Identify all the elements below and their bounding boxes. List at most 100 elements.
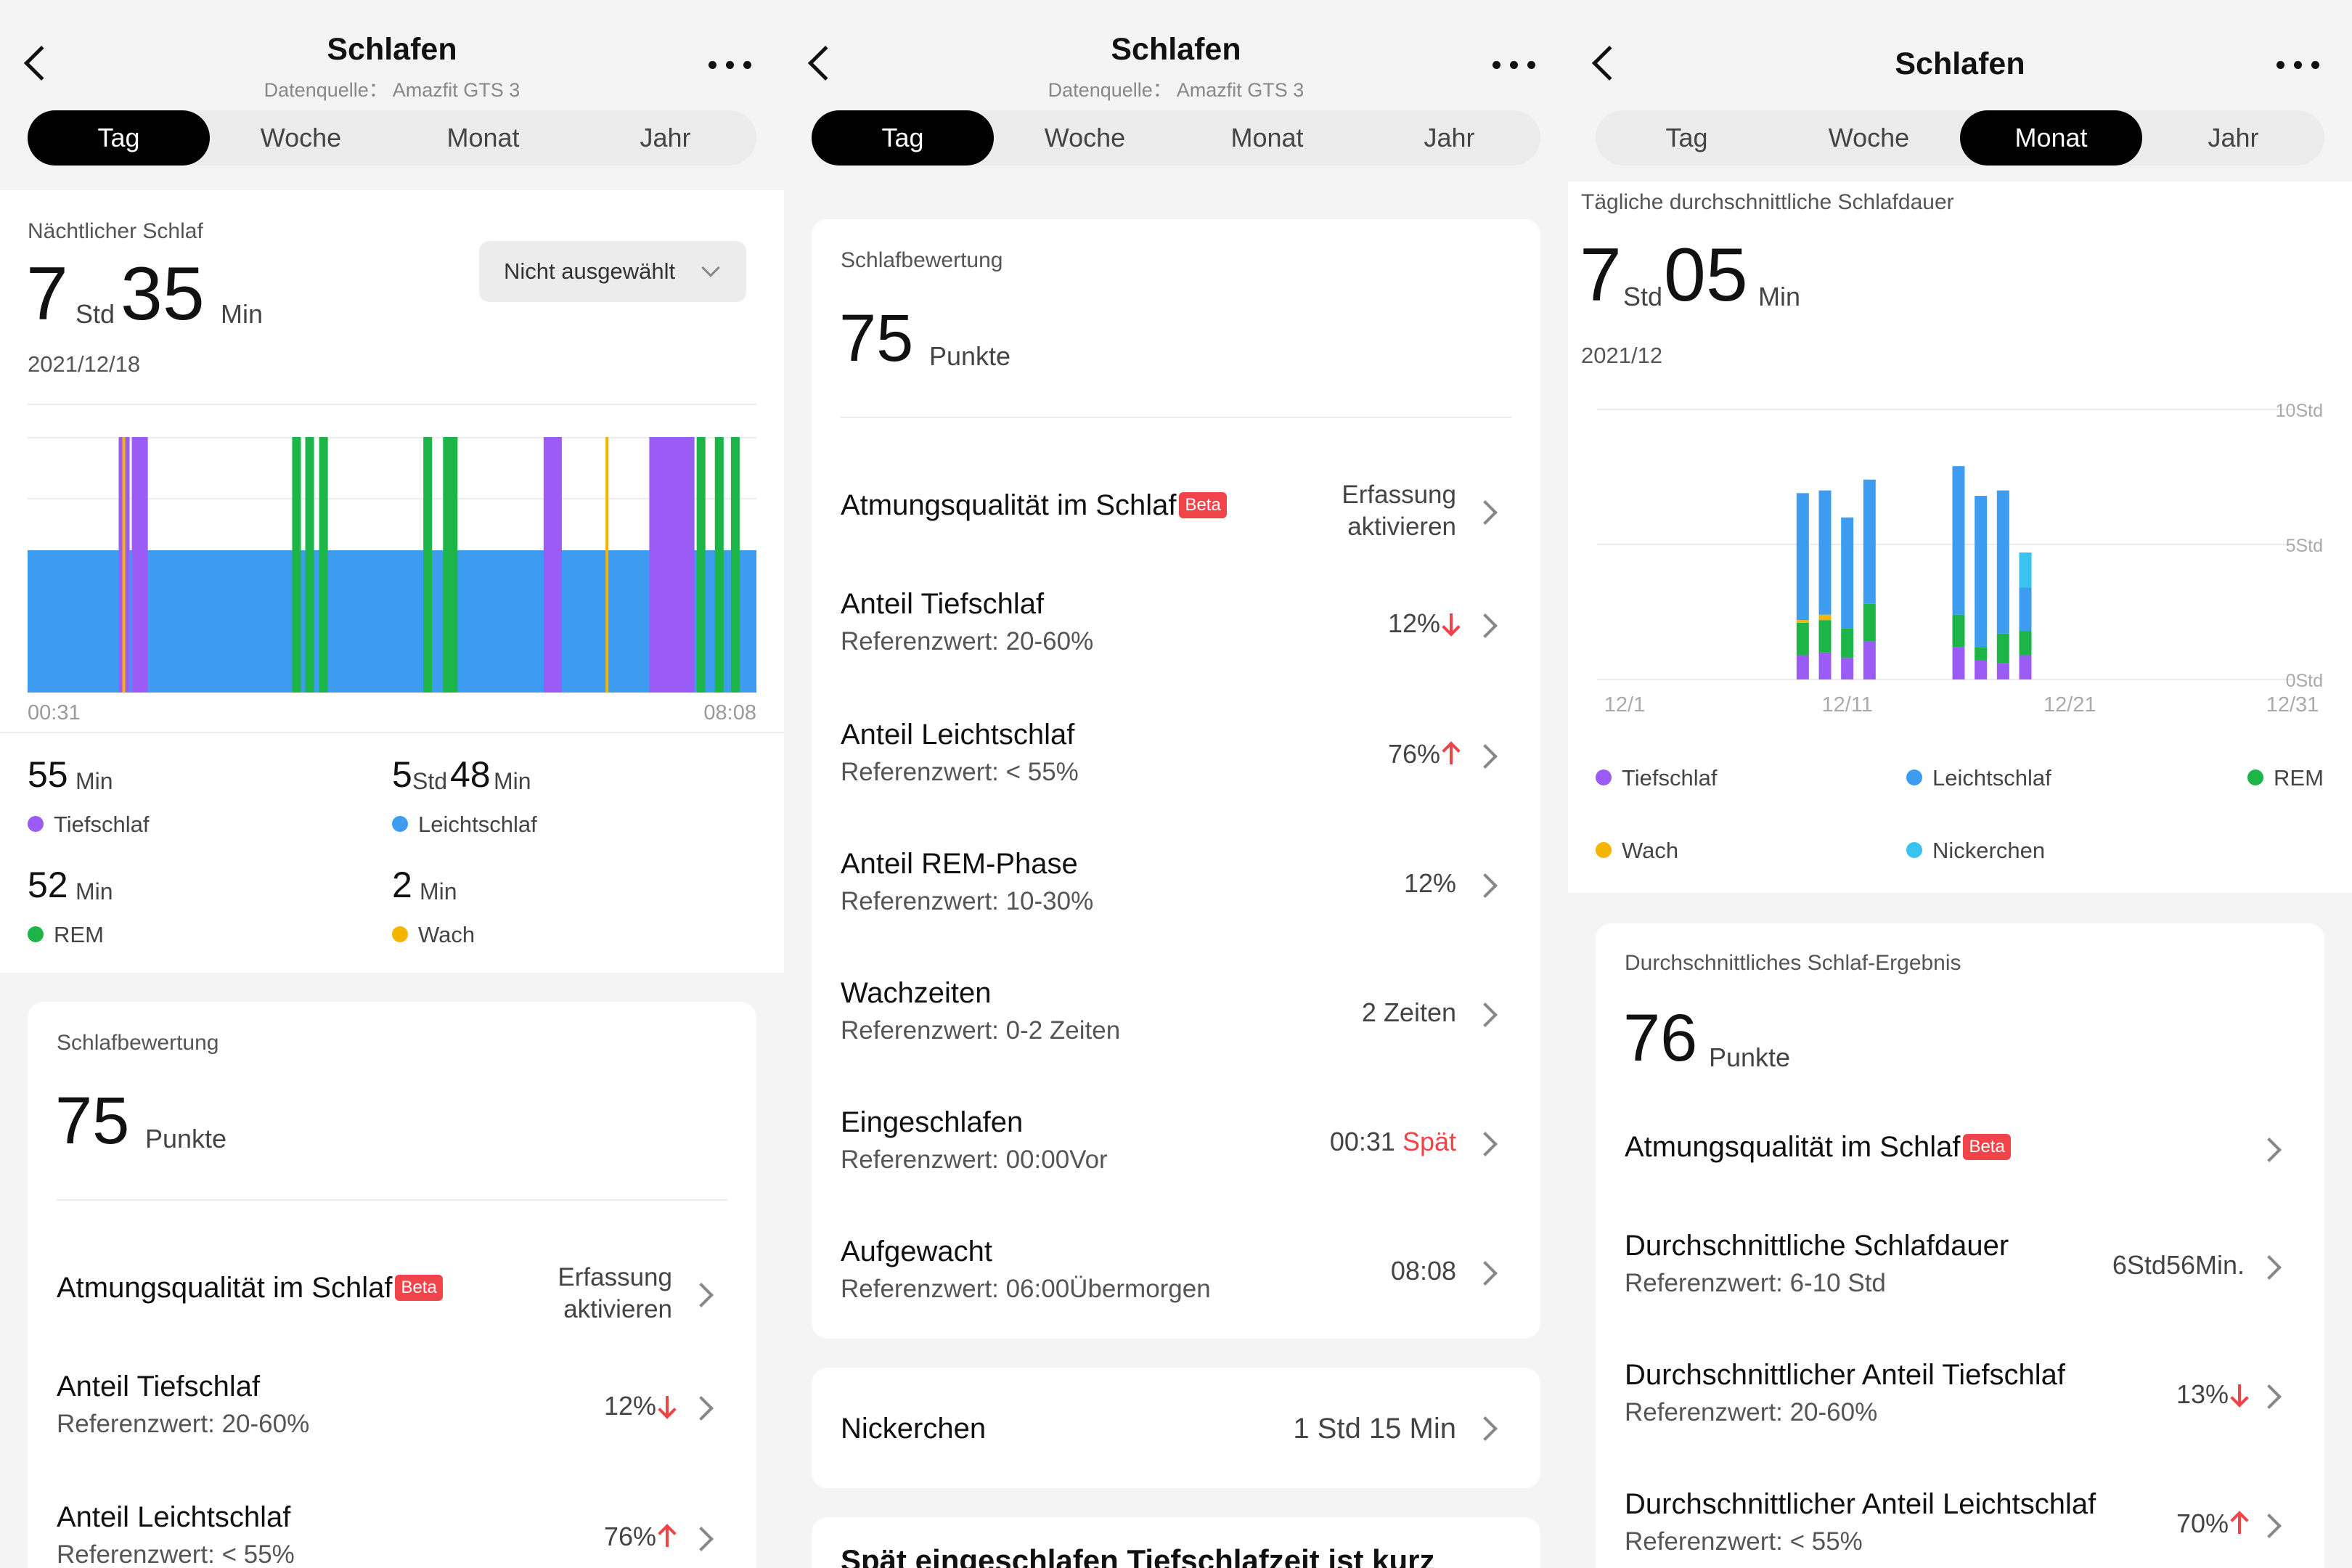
sleep-segment-awake: [605, 437, 609, 693]
summary-card: Spät eingeschlafen Tiefschlafzeit ist ku…: [812, 1517, 1540, 1568]
tab-jahr[interactable]: Jahr: [1424, 123, 1475, 152]
chevron-right-icon: [1473, 1132, 1498, 1156]
data-source: Datenquelle： Amazfit GTS 3: [1048, 79, 1304, 101]
avg-hours-unit: Std: [1623, 282, 1663, 311]
sleep-segment-deep: [131, 437, 148, 693]
deep-dot-icon: [1596, 769, 1612, 785]
bar-segment-light: [1975, 496, 1988, 648]
sleep-segment-awake: [122, 437, 126, 693]
avg-score-value: 76: [1623, 1001, 1698, 1075]
chevron-right-icon: [689, 1527, 714, 1551]
duration-hours: 7: [26, 252, 68, 336]
y-tick-label: 5Std: [2286, 536, 2323, 556]
compare-dropdown[interactable]: Nicht ausgewählt: [479, 241, 746, 302]
duration-minutes-unit: Min: [221, 299, 264, 329]
score-value: 75: [839, 301, 914, 375]
tab-woche[interactable]: Woche: [260, 123, 342, 152]
chevron-right-icon: [689, 1396, 714, 1421]
score-unit: Punkte: [929, 341, 1011, 371]
y-tick-label: 10Std: [2276, 401, 2323, 421]
sleep-segment-deep: [649, 437, 695, 693]
period-tabs: Tag Woche Monat Jahr: [28, 110, 756, 166]
bar-segment-rem: [1841, 628, 1854, 658]
chevron-right-icon: [1473, 1416, 1498, 1441]
avg-hours: 7: [1580, 233, 1622, 317]
tab-monat[interactable]: Monat: [446, 123, 520, 152]
night-sleep-label: Nächtlicher Schlaf: [28, 219, 203, 243]
bar-segment-nap: [2019, 552, 2032, 588]
divider: [841, 417, 1511, 418]
tab-woche[interactable]: Woche: [1044, 123, 1126, 152]
tab-tag[interactable]: Tag: [812, 110, 994, 166]
bar-segment-deep: [1952, 647, 1965, 679]
nap-card[interactable]: Nickerchen 1 Std 15 Min: [812, 1368, 1540, 1488]
avg-duration-label: Tägliche durchschnittliche Schlafdauer: [1581, 190, 1954, 214]
chart-start-time: 00:31: [28, 701, 81, 724]
bar-segment-deep: [1863, 641, 1876, 679]
chevron-right-icon: [1473, 873, 1498, 898]
page-title: Schlafen: [1895, 46, 2025, 81]
y-tick-label: 0Std: [2286, 671, 2323, 691]
arrow-up-icon: [658, 1524, 677, 1548]
bar-segment-light: [2019, 587, 2032, 632]
bar-segment-rem: [1818, 620, 1832, 653]
sleep-score-card: Schlafbewertung 75 Punkte Atmungsqualitä…: [812, 219, 1540, 1339]
x-tick-label: 12/1: [1604, 693, 1645, 716]
day-details-panel: Schlafen Datenquelle： Amazfit GTS 3 Tag …: [784, 0, 1568, 1568]
beta-badge: Beta: [1963, 1134, 2011, 1160]
chevron-right-icon: [2257, 1138, 2282, 1162]
sleep-segment-rem: [305, 437, 314, 693]
chevron-right-icon: [1473, 1261, 1498, 1286]
bar-segment-light: [1863, 479, 1876, 604]
tab-monat[interactable]: Monat: [1230, 123, 1304, 152]
bar-segment-deep: [1841, 658, 1854, 679]
arrow-up-icon: [2230, 1511, 2249, 1535]
score-label: Schlafbewertung: [57, 1031, 219, 1055]
tab-jahr[interactable]: Jahr: [2208, 123, 2259, 152]
duration-minutes: 35: [121, 252, 205, 336]
bar-segment-awake: [1796, 620, 1809, 623]
beta-badge: Beta: [1179, 492, 1227, 518]
bar-segment-rem: [1975, 647, 1988, 661]
tab-jahr[interactable]: Jahr: [640, 123, 691, 152]
bar-segment-light: [1952, 466, 1965, 615]
bar-segment-rem: [2019, 631, 2032, 656]
chevron-right-icon: [1473, 1003, 1498, 1027]
light-dot-icon: [1906, 769, 1922, 785]
chevron-right-icon: [2257, 1384, 2282, 1409]
sleep-segment-rem: [696, 437, 706, 693]
rem-dot-icon: [2247, 769, 2263, 785]
awake-dot-icon: [1596, 842, 1612, 858]
chevron-right-icon: [689, 1283, 714, 1307]
divider: [28, 404, 756, 405]
tab-monat[interactable]: Monat: [1960, 110, 2142, 166]
bar-segment-light: [1818, 490, 1832, 615]
month-date: 2021/12: [1581, 343, 1663, 368]
nap-title: Nickerchen: [841, 1413, 987, 1445]
header: Schlafen Datenquelle： Amazfit GTS 3: [0, 0, 784, 109]
duration-hours-unit: Std: [75, 299, 115, 329]
sleep-segment-rem: [319, 437, 328, 693]
more-icon[interactable]: [2277, 61, 2320, 70]
tab-tag[interactable]: Tag: [28, 110, 210, 166]
deep-dot-icon: [28, 816, 44, 832]
x-tick-label: 12/11: [1821, 693, 1872, 716]
arrow-up-icon: [1442, 741, 1461, 766]
divider: [0, 732, 784, 733]
bar-segment-deep: [1796, 655, 1809, 679]
chevron-right-icon: [2257, 1514, 2282, 1538]
tab-tag[interactable]: Tag: [1665, 123, 1708, 152]
page-title: Schlafen: [1111, 32, 1241, 67]
bar-segment-awake: [1818, 614, 1832, 621]
summary-text: Spät eingeschlafen Tiefschlafzeit ist ku…: [841, 1543, 1435, 1568]
more-icon[interactable]: [709, 61, 752, 70]
tab-woche[interactable]: Woche: [1828, 123, 1910, 152]
bar-segment-deep: [1996, 663, 2009, 679]
more-icon[interactable]: [1493, 61, 1536, 70]
x-tick-label: 12/21: [2043, 693, 2096, 716]
avg-score-label: Durchschnittliches Schlaf-Ergebnis: [1625, 951, 1961, 975]
score-label: Schlafbewertung: [841, 248, 1003, 272]
sleep-stage-chart: [28, 437, 756, 693]
bar-segment-rem: [1952, 614, 1965, 648]
nap-value: 1 Std 15 Min: [1293, 1413, 1456, 1445]
